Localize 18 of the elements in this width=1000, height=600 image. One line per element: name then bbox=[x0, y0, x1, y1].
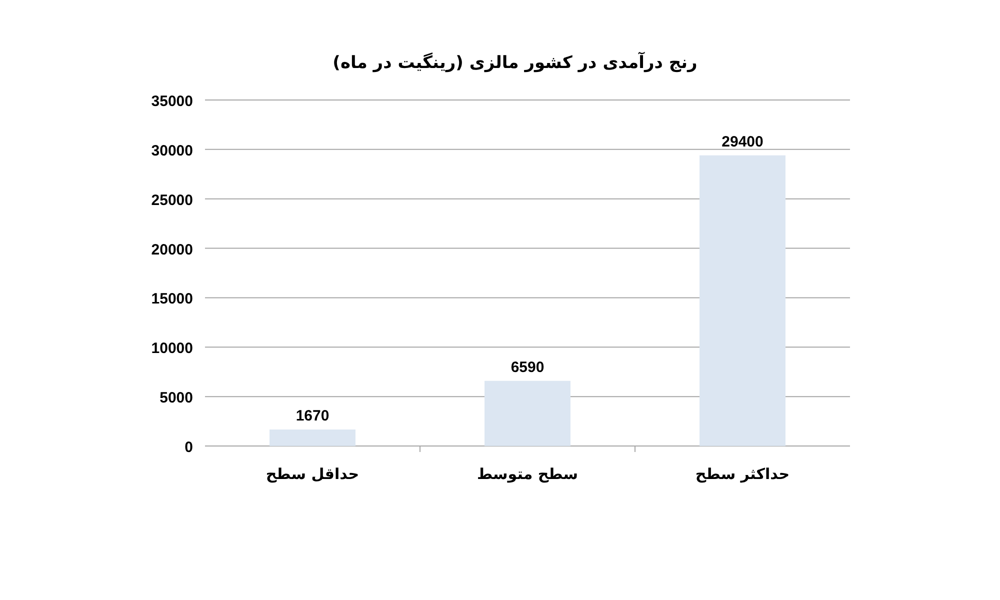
x-tick-label: سطح متوسط bbox=[476, 465, 578, 483]
y-tick-label: 20000 bbox=[151, 241, 193, 258]
chart-title: رنج درآمدی در کشور مالزی (رینگیت در ماه) bbox=[332, 51, 698, 73]
data-label: 29400 bbox=[722, 133, 764, 150]
y-tick-label: 30000 bbox=[151, 142, 193, 160]
y-tick-label: 25000 bbox=[151, 192, 193, 209]
y-tick-label: 0 bbox=[184, 439, 193, 456]
y-tick-label: 35000 bbox=[151, 93, 193, 110]
bar bbox=[484, 380, 570, 446]
x-tick-label: حداقل سطح bbox=[266, 465, 360, 483]
y-tick-label: 5000 bbox=[160, 390, 193, 407]
bar bbox=[270, 429, 356, 446]
bar bbox=[700, 155, 786, 446]
y-tick-label: 10000 bbox=[151, 340, 193, 358]
data-label: 1670 bbox=[296, 407, 330, 424]
y-tick-label: 15000 bbox=[151, 290, 193, 308]
x-tick-label: حداکثر سطح bbox=[695, 465, 790, 483]
data-label: 6590 bbox=[510, 358, 544, 376]
